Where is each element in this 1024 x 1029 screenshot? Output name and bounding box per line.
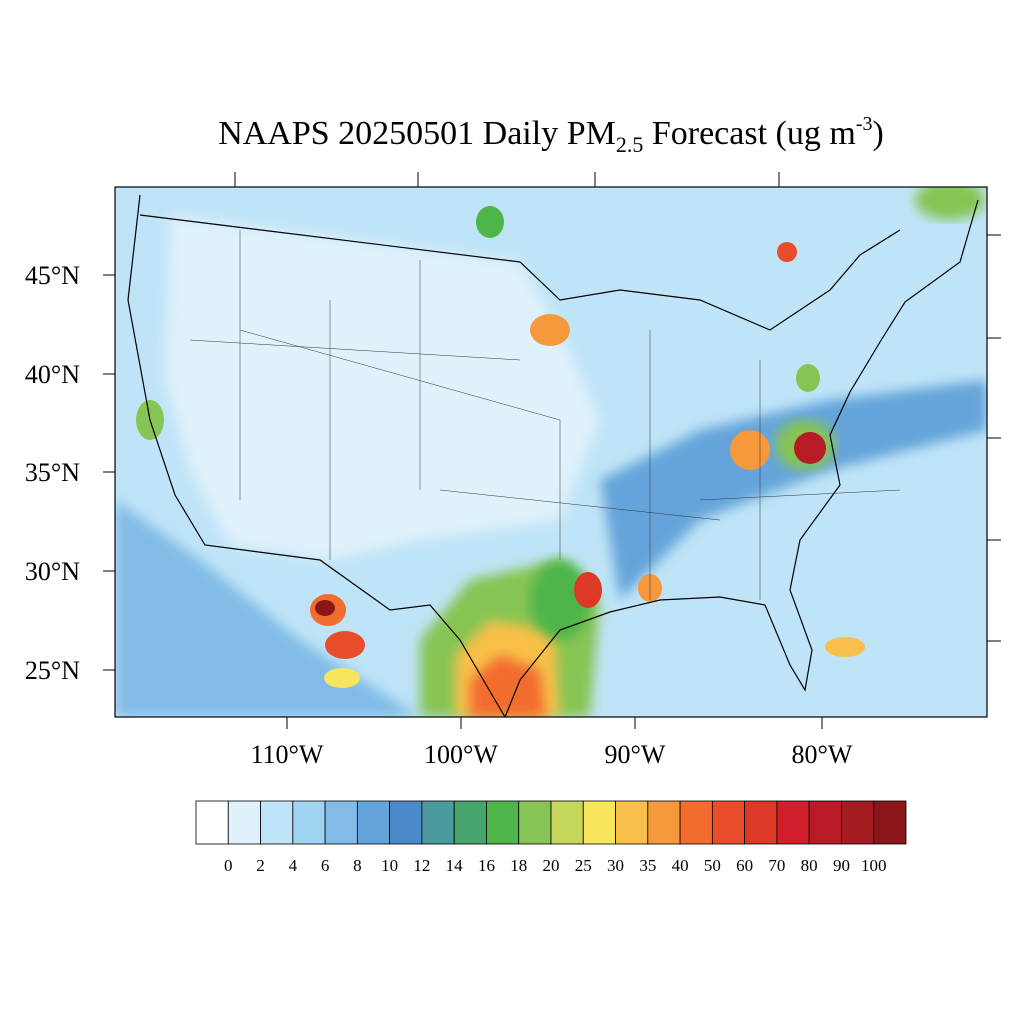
colorbar-box <box>744 800 778 845</box>
colorbar-box <box>227 800 261 845</box>
colorbar-box <box>550 800 584 845</box>
colorbar-label: 30 <box>607 856 624 875</box>
colorbar-label: 4 <box>289 856 298 875</box>
colorbar-box <box>518 800 552 845</box>
colorbar-label: 14 <box>446 856 464 875</box>
colorbar-box <box>292 800 326 845</box>
title-main: NAAPS 20250501 Daily PM <box>218 115 616 152</box>
lat-label: 35°N <box>25 458 80 487</box>
colorbar-label: 2 <box>256 856 265 875</box>
colorbar-label: 8 <box>353 856 362 875</box>
colorbar-box <box>679 800 713 845</box>
colorbar-label: 50 <box>704 856 721 875</box>
colorbar-box <box>324 800 358 845</box>
colorbar-label: 25 <box>575 856 592 875</box>
lat-label: 40°N <box>25 360 80 389</box>
colorbar-label: 10 <box>381 856 398 875</box>
lon-label: 80°W <box>792 740 853 769</box>
title-end: ) <box>872 115 883 152</box>
title-rest: Forecast (ug m <box>643 115 855 152</box>
colorbar-label: 35 <box>639 856 656 875</box>
map-axes: 45°N 40°N 35°N 30°N 25°N 110°W 100°W 90°W 80°W <box>25 172 1001 769</box>
lon-label: 100°W <box>424 740 498 769</box>
colorbar-label: 60 <box>736 856 753 875</box>
colorbar-label: 40 <box>672 856 689 875</box>
colorbar-label: 100 <box>861 856 887 875</box>
colorbar-box <box>195 800 229 845</box>
colorbar-label: 70 <box>768 856 785 875</box>
lon-label: 90°W <box>605 740 666 769</box>
colorbar-box <box>711 800 746 845</box>
colorbar-box <box>453 800 487 845</box>
map-field <box>115 187 987 717</box>
colorbar-label: 20 <box>543 856 560 875</box>
colorbar-box <box>356 800 391 845</box>
colorbar-box <box>776 800 810 845</box>
colorbar-label: 0 <box>224 856 233 875</box>
colorbar-box <box>841 800 875 845</box>
colorbar-label: 12 <box>413 856 430 875</box>
colorbar-box <box>582 800 616 845</box>
lat-label: 45°N <box>25 261 80 290</box>
colorbar-label: 90 <box>833 856 850 875</box>
lon-label: 110°W <box>251 740 324 769</box>
map-frame <box>114 186 988 718</box>
colorbar-box <box>873 800 907 845</box>
title: NAAPS 20250501 Daily PM2.5 Forecast (ug … <box>218 113 884 157</box>
colorbar-label: 18 <box>510 856 527 875</box>
colorbar-box <box>421 800 455 845</box>
colorbar-label: 6 <box>321 856 330 875</box>
colorbar-box <box>647 800 681 845</box>
colorbar-box <box>389 800 423 845</box>
colorbar-box <box>808 800 842 845</box>
colorbar-box <box>615 800 649 845</box>
colorbar-box <box>486 800 520 845</box>
lat-label: 25°N <box>25 656 80 685</box>
colorbar-label: 80 <box>801 856 818 875</box>
colorbar: 0 2 4 6 8 10 12 14 16 18 20 25 30 35 40 50 60 70 80 90 100 <box>195 800 907 875</box>
title-sub: 2.5 <box>616 132 644 157</box>
colorbar-box <box>260 800 294 845</box>
title-sup: -3 <box>856 113 873 135</box>
lat-label: 30°N <box>25 557 80 586</box>
colorbar-label: 16 <box>478 856 495 875</box>
